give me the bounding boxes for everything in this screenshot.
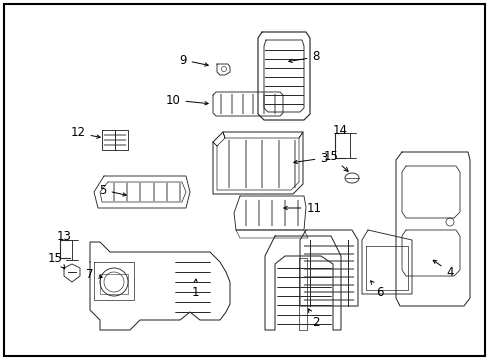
Text: 15: 15 [47,252,62,265]
Text: 15: 15 [323,150,338,163]
Text: 2: 2 [308,309,319,328]
Text: 9: 9 [179,54,208,67]
Text: 5: 5 [99,184,126,197]
Text: 10: 10 [165,94,208,107]
Text: 4: 4 [432,260,453,279]
Text: 1: 1 [191,279,198,298]
Text: 8: 8 [288,50,319,63]
Text: 12: 12 [70,126,100,139]
Text: 14: 14 [332,123,347,136]
Text: 3: 3 [293,152,327,165]
Text: 7: 7 [86,269,102,282]
Text: 6: 6 [370,281,383,298]
Text: 13: 13 [57,230,71,243]
Text: 11: 11 [284,202,321,215]
